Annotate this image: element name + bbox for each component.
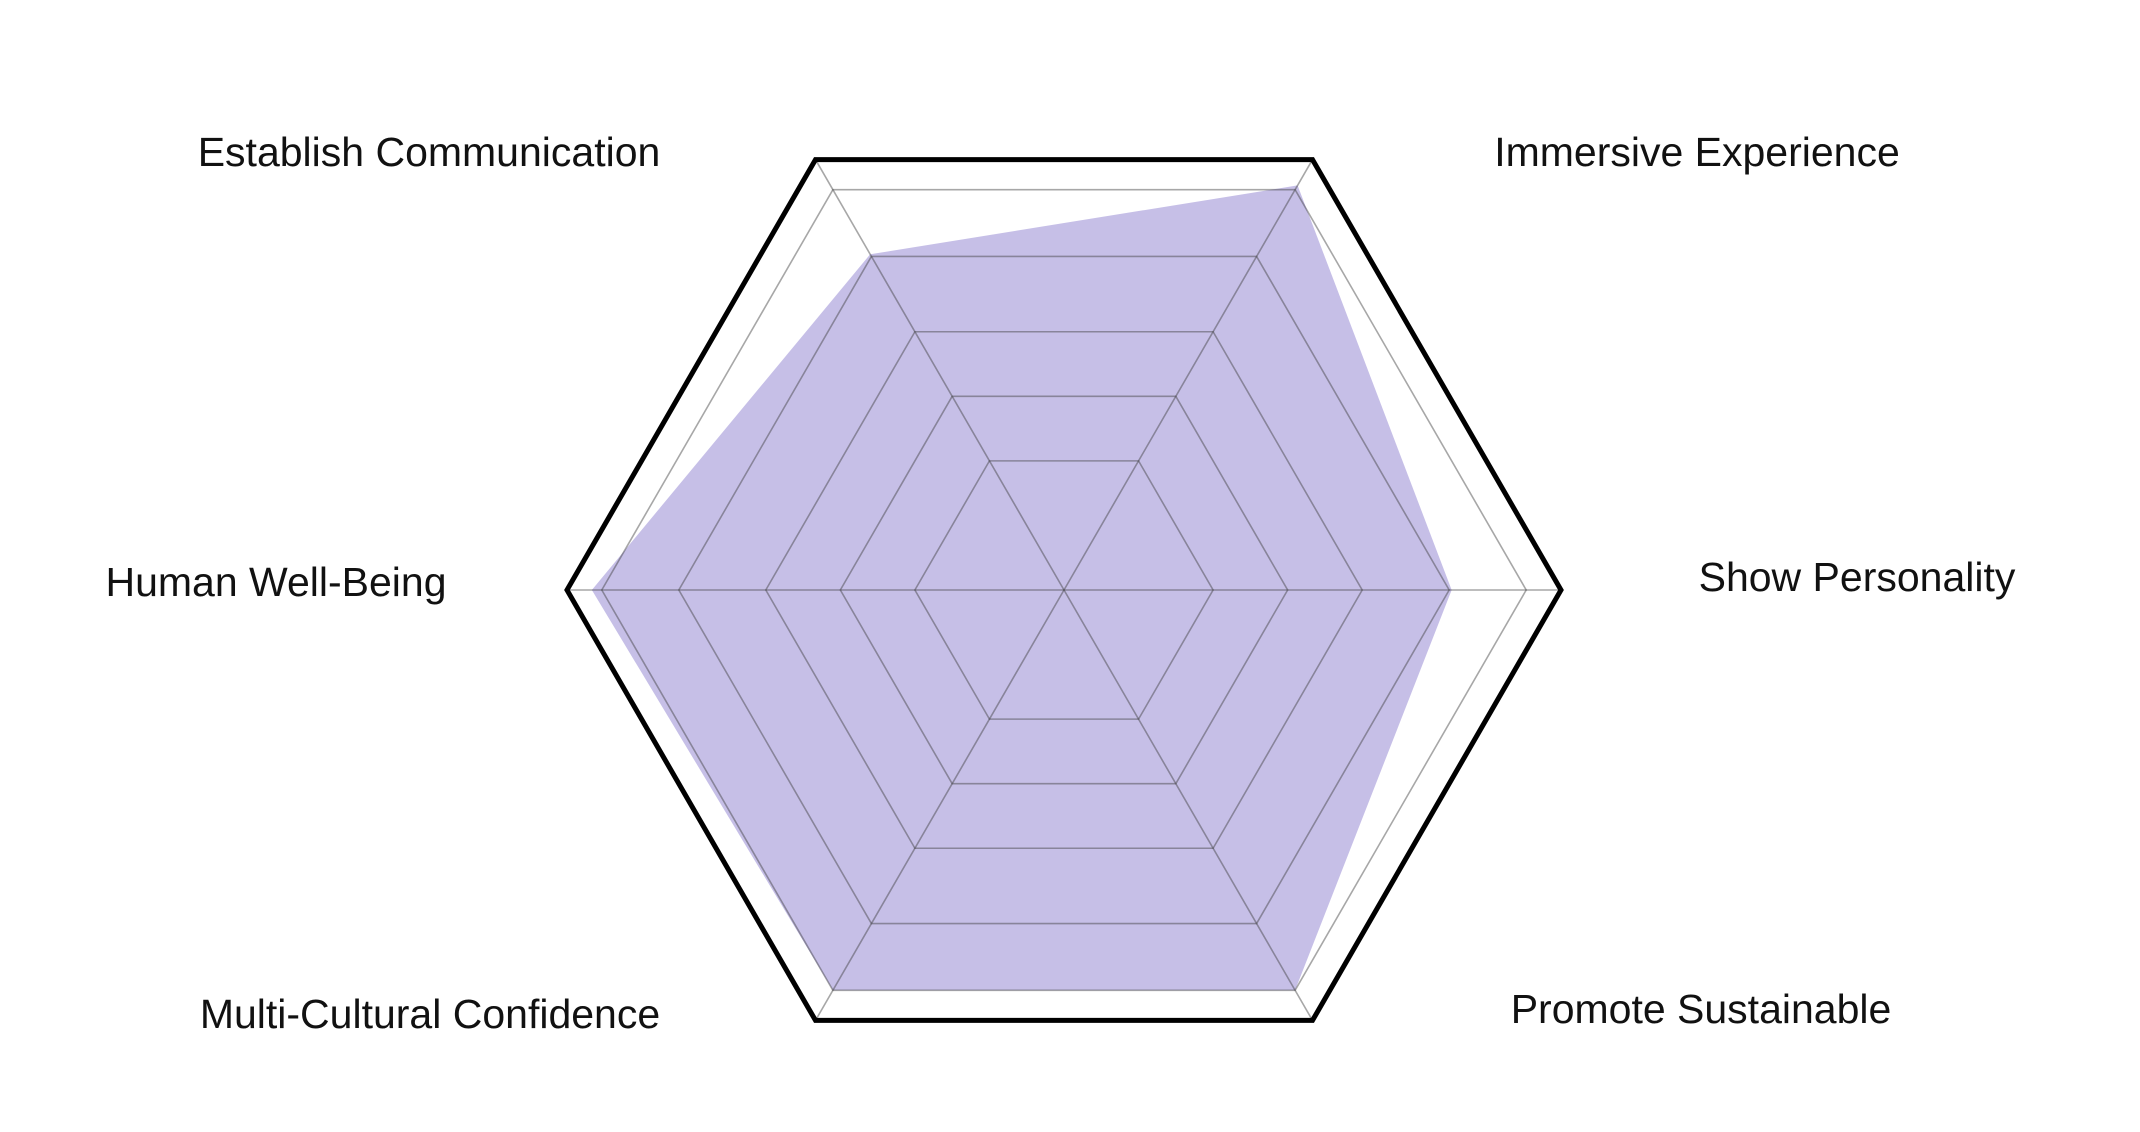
spoke <box>814 589 1065 1021</box>
grid-ring <box>677 255 1451 925</box>
grid-ring <box>913 460 1215 720</box>
axis-label: Show Personality <box>1699 554 2016 600</box>
outer-ring <box>564 157 1564 1023</box>
axis-label: Immersive Experience <box>1494 129 1900 175</box>
grid-ring <box>600 188 1528 992</box>
grid-ring <box>764 330 1364 850</box>
axis-label: Multi-Cultural Confidence <box>200 991 660 1037</box>
spoke <box>1063 589 1314 1021</box>
spoke <box>814 159 1065 591</box>
grid-ring <box>839 395 1289 785</box>
axis-label: Human Well-Being <box>105 559 446 605</box>
axis-label: Establish Communication <box>198 129 661 175</box>
data-area <box>591 185 1452 991</box>
spoke <box>1063 159 1314 591</box>
axis-label: Promote Sustainable <box>1511 986 1892 1032</box>
